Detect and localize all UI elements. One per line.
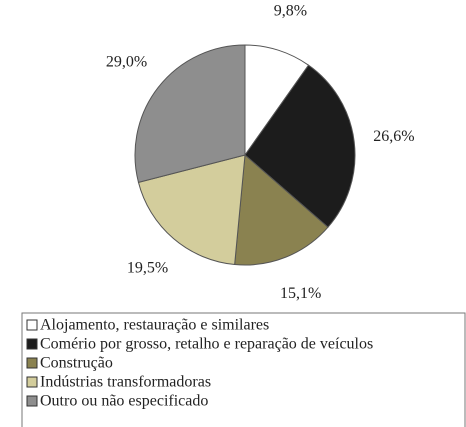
legend-swatch — [26, 357, 38, 369]
data-label: 9,8% — [274, 3, 307, 20]
legend-swatch — [26, 338, 38, 350]
legend-swatch — [26, 319, 38, 331]
data-label: 26,6% — [373, 128, 414, 145]
data-label: 15,1% — [280, 285, 321, 302]
legend-label: Construção — [40, 355, 113, 372]
data-label: 29,0% — [106, 54, 147, 71]
pie-slice — [137, 154, 246, 266]
legend-swatch — [26, 376, 38, 388]
legend-box — [21, 312, 466, 427]
legend-swatch — [26, 395, 38, 407]
pie-slice — [234, 153, 329, 266]
legend-label: Alojamento, restauração e similares — [40, 317, 269, 334]
pie-slice — [244, 64, 356, 228]
legend-label: Indústrias transformadoras — [40, 374, 211, 391]
data-label: 19,5% — [127, 260, 168, 277]
pie-slice — [134, 44, 246, 183]
legend-label: Comério por grosso, retalho e reparação … — [40, 336, 373, 353]
legend-label: Outro ou não especificado — [40, 393, 208, 410]
